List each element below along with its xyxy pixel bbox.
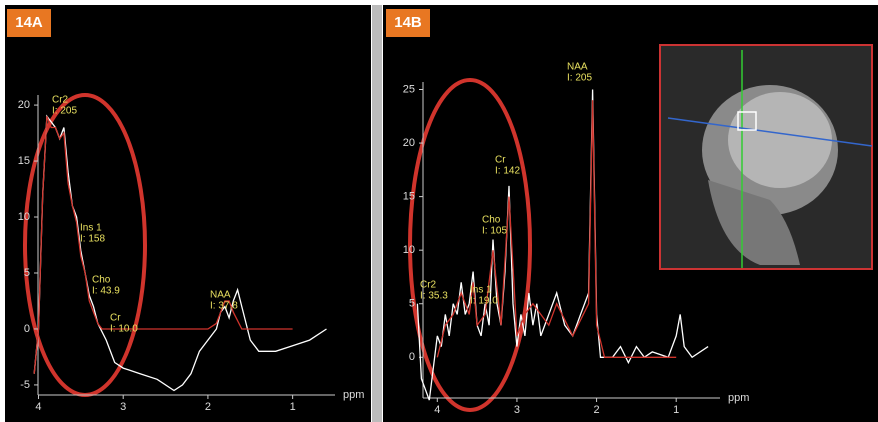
peak-name: Cr2 xyxy=(52,95,69,106)
peak-name: Cr2 xyxy=(420,280,437,291)
peak-intensity: I: 205 xyxy=(52,106,77,117)
y-tick-label: 10 xyxy=(403,244,415,256)
y-tick-label: 15 xyxy=(403,191,415,203)
brain-inner xyxy=(728,92,832,188)
peak-name: NAA xyxy=(567,62,588,73)
x-tick-label: 1 xyxy=(290,401,296,413)
peak-intensity: I: 10.0 xyxy=(110,324,138,335)
peak-name: Cho xyxy=(92,275,111,286)
panel-label: 14B xyxy=(394,14,422,31)
peak-name: Cho xyxy=(482,215,501,226)
x-axis-label: ppm xyxy=(728,392,749,404)
panel-label: 14A xyxy=(15,14,43,31)
peak-intensity: I: 205 xyxy=(567,73,592,84)
figure: 14A-5051015204321ppmCr2I: 205Ins 1I: 158… xyxy=(0,0,878,422)
y-tick-label: 0 xyxy=(24,323,30,335)
peak-intensity: I: 43.9 xyxy=(92,286,120,297)
peak-intensity: I: 142 xyxy=(495,166,520,177)
peak-intensity: I: 19.0 xyxy=(470,296,498,307)
peak-name: Cr xyxy=(110,313,121,324)
x-tick-label: 2 xyxy=(205,401,211,413)
y-tick-label: 5 xyxy=(409,298,415,310)
mri-inset xyxy=(660,45,872,269)
peak-name: Cr xyxy=(495,155,506,166)
y-tick-label: 25 xyxy=(403,83,415,95)
x-tick-label: 3 xyxy=(120,401,126,413)
x-tick-label: 2 xyxy=(594,404,600,416)
peak-name: Ins 1 xyxy=(470,285,492,296)
separator xyxy=(372,5,382,422)
y-tick-label: 20 xyxy=(403,137,415,149)
peak-name: Ins 1 xyxy=(80,223,102,234)
y-tick-label: -5 xyxy=(20,379,30,391)
x-tick-label: 3 xyxy=(514,404,520,416)
x-tick-label: 4 xyxy=(434,404,440,416)
y-tick-label: 20 xyxy=(18,99,30,111)
peak-intensity: I: 35.3 xyxy=(420,291,448,302)
y-tick-label: 10 xyxy=(18,211,30,223)
y-tick-label: 5 xyxy=(24,267,30,279)
peak-intensity: I: 158 xyxy=(80,234,105,245)
x-axis-label: ppm xyxy=(343,389,364,401)
y-tick-label: 0 xyxy=(409,351,415,363)
peak-intensity: I: 105 xyxy=(482,226,507,237)
peak-name: NAA xyxy=(210,290,231,301)
y-tick-label: 15 xyxy=(18,155,30,167)
panel-a xyxy=(5,5,371,422)
x-tick-label: 4 xyxy=(35,401,41,413)
peak-intensity: I: 37.8 xyxy=(210,301,238,312)
x-tick-label: 1 xyxy=(673,404,679,416)
